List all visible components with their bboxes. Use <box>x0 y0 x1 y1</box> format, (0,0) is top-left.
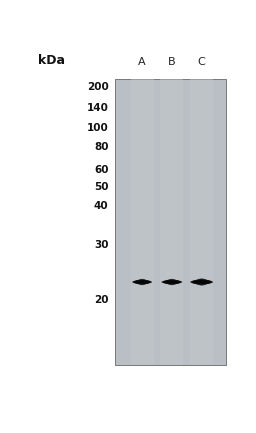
Ellipse shape <box>196 278 208 285</box>
Text: kDa: kDa <box>38 54 65 67</box>
Bar <box>190 79 213 365</box>
Text: 200: 200 <box>87 82 108 92</box>
Ellipse shape <box>133 280 151 284</box>
Ellipse shape <box>138 279 146 285</box>
Ellipse shape <box>136 279 148 285</box>
Ellipse shape <box>163 280 181 284</box>
Ellipse shape <box>197 278 206 286</box>
Ellipse shape <box>194 279 209 285</box>
Ellipse shape <box>192 280 211 284</box>
Ellipse shape <box>164 280 180 284</box>
Text: 20: 20 <box>94 295 108 305</box>
Ellipse shape <box>135 280 150 284</box>
Text: 140: 140 <box>87 103 108 113</box>
Ellipse shape <box>163 280 181 284</box>
Ellipse shape <box>137 279 147 285</box>
Bar <box>161 79 183 365</box>
Text: 50: 50 <box>94 182 108 192</box>
Text: A: A <box>138 57 146 67</box>
Ellipse shape <box>162 280 182 284</box>
Bar <box>115 79 227 365</box>
Ellipse shape <box>193 279 210 285</box>
Text: C: C <box>198 57 206 67</box>
Ellipse shape <box>132 280 152 284</box>
Text: 40: 40 <box>94 201 108 211</box>
Ellipse shape <box>191 280 212 284</box>
Ellipse shape <box>134 280 151 284</box>
Text: 30: 30 <box>94 240 108 250</box>
Ellipse shape <box>190 280 213 284</box>
Ellipse shape <box>168 279 176 285</box>
Ellipse shape <box>165 279 178 285</box>
Ellipse shape <box>166 279 177 285</box>
Bar <box>131 79 154 365</box>
Text: 60: 60 <box>94 165 108 175</box>
Text: 80: 80 <box>94 142 108 152</box>
Text: B: B <box>168 57 176 67</box>
Text: 100: 100 <box>87 123 108 133</box>
